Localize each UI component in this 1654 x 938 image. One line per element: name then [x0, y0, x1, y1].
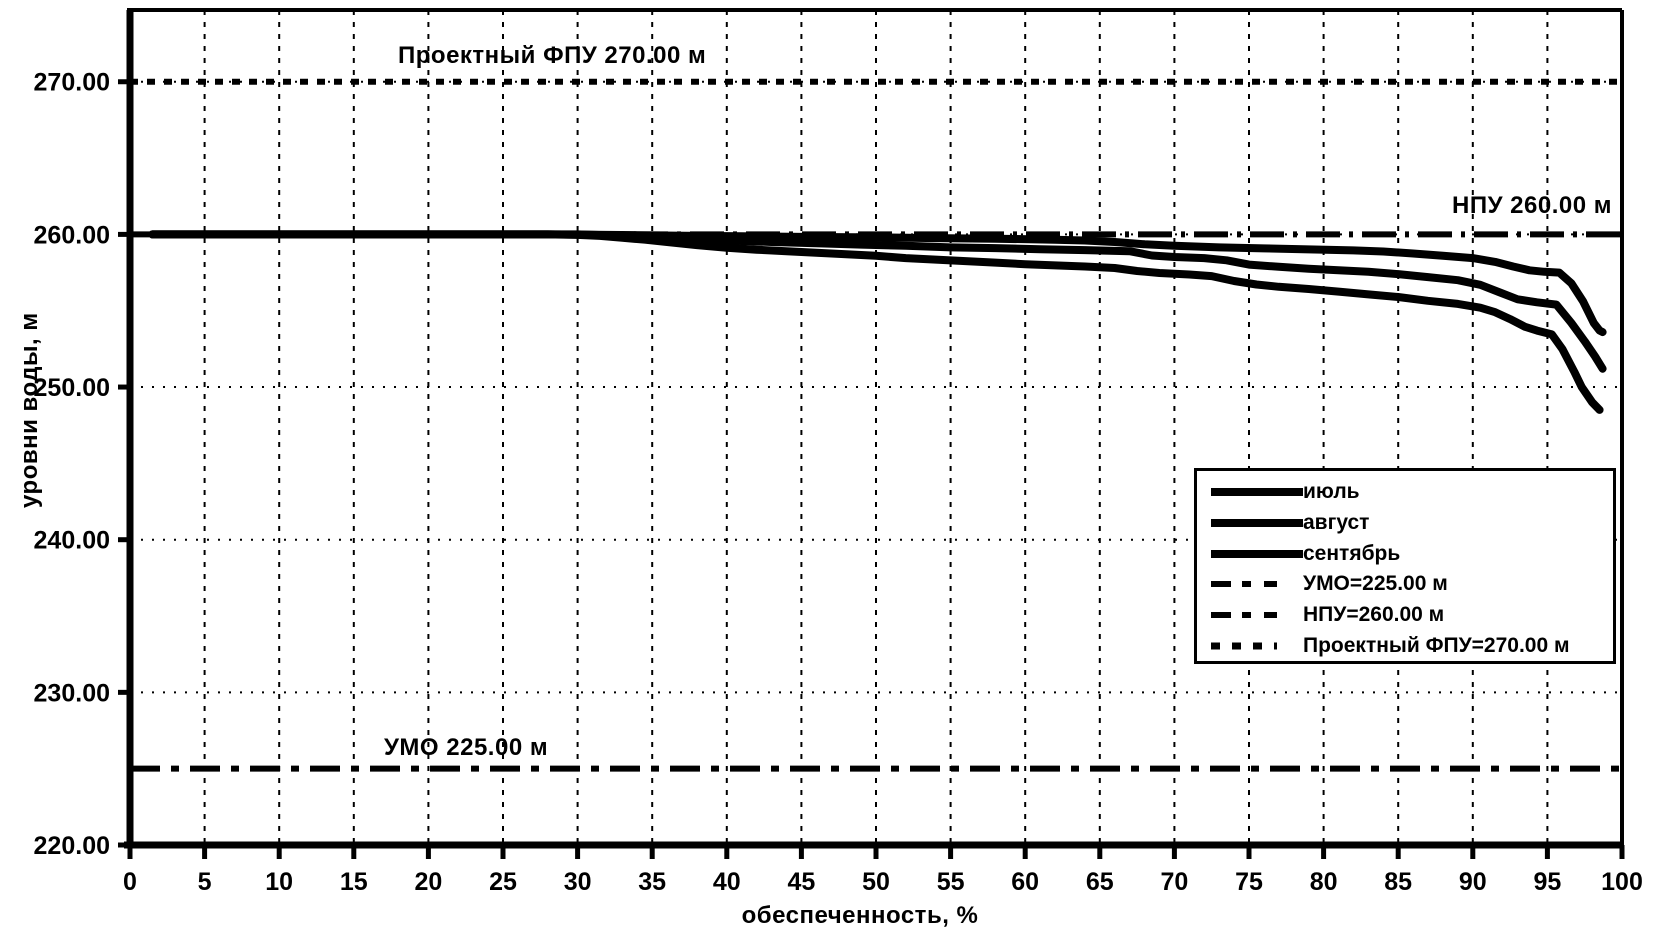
legend-item-september: сентябрь [1211, 539, 1613, 568]
y-tick-label: 230.00 [34, 679, 110, 707]
x-tick-label: 0 [123, 868, 137, 896]
x-tick-label: 100 [1601, 868, 1643, 896]
x-tick-label: 70 [1160, 868, 1188, 896]
legend-item-july: июль [1211, 478, 1613, 507]
x-tick-label: 25 [489, 868, 517, 896]
x-tick-label: 40 [713, 868, 741, 896]
annotation-fpu-270: Проектный ФПУ 270.00 м [398, 42, 707, 69]
legend-item-fpu: Проектный ФПУ=270.00 м [1211, 631, 1613, 660]
x-tick-label: 45 [787, 868, 815, 896]
x-tick-label: 15 [340, 868, 368, 896]
legend-label: июль [1303, 480, 1360, 504]
x-tick-label: 50 [862, 868, 890, 896]
series-line-август [148, 230, 1607, 373]
x-tick-label: 65 [1086, 868, 1114, 896]
legend-item-august: август [1211, 508, 1613, 537]
legend-swatch-dotted-line-icon [1211, 642, 1277, 650]
legend-item-npu: НПУ=260.00 м [1211, 600, 1613, 629]
x-tick-label: 60 [1011, 868, 1039, 896]
legend-label: УМО=225.00 м [1303, 572, 1448, 596]
legend-item-umo: УМО=225.00 м [1211, 570, 1613, 599]
x-tick-label: 75 [1235, 868, 1263, 896]
y-axis-title: уровни воды, м [16, 312, 43, 508]
legend-label: август [1303, 510, 1370, 534]
x-tick-label: 35 [638, 868, 666, 896]
x-tick-label: 10 [265, 868, 293, 896]
y-tick-label: 240.00 [34, 527, 110, 555]
y-tick-label: 250.00 [34, 374, 110, 402]
x-tick-label: 20 [414, 868, 442, 896]
x-tick-label: 55 [937, 868, 965, 896]
x-tick-label: 5 [198, 868, 212, 896]
legend-swatch-solid-line-icon [1211, 488, 1303, 497]
x-tick-label: 30 [564, 868, 592, 896]
annotation-umo-225: УМО 225.00 м [384, 734, 549, 761]
series-line-июль [148, 230, 1607, 337]
x-tick-label: 90 [1459, 868, 1487, 896]
y-tick-label: 220.00 [34, 832, 110, 860]
legend-swatch-solid-line-icon [1211, 549, 1303, 558]
annotation-npu-260: НПУ 260.00 м [1452, 192, 1613, 219]
series-line-сентябрь [148, 230, 1604, 414]
x-tick-label: 95 [1533, 868, 1561, 896]
legend-swatch-dashdot-line-icon [1211, 581, 1277, 588]
y-tick-label: 260.00 [34, 221, 110, 249]
y-tick-label: 270.00 [34, 69, 110, 97]
legend-label: сентябрь [1303, 541, 1401, 565]
x-tick-label: 85 [1384, 868, 1412, 896]
legend: июль август сентябрь УМО=225.00 м НПУ=26… [1194, 468, 1616, 664]
legend-swatch-dashdot-line-icon [1211, 611, 1277, 618]
legend-label: НПУ=260.00 м [1303, 602, 1445, 626]
legend-label: Проектный ФПУ=270.00 м [1303, 633, 1570, 657]
x-tick-label: 80 [1310, 868, 1338, 896]
x-axis-title: обеспеченность, % [741, 902, 979, 929]
legend-swatch-solid-line-icon [1211, 518, 1303, 527]
